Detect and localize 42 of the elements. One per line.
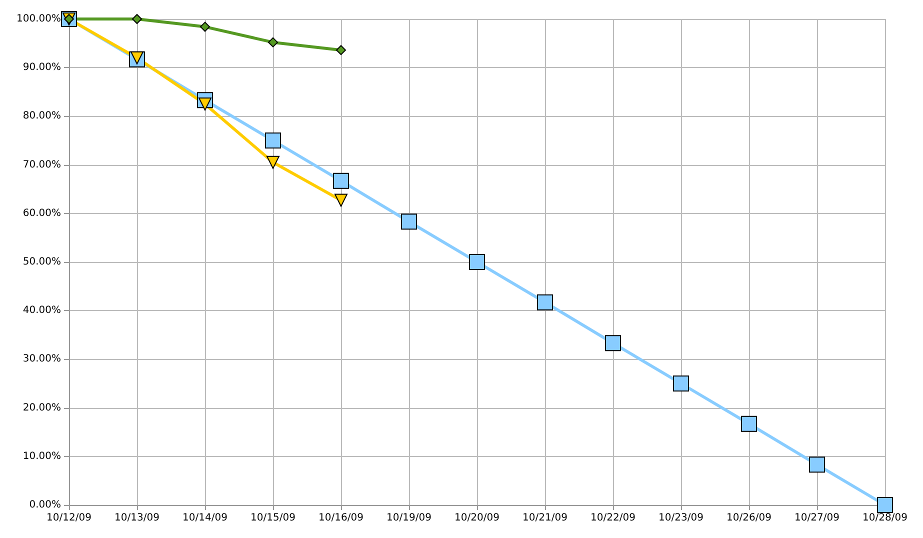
- y-tick-label: 0.00%: [29, 500, 61, 510]
- point: [537, 294, 553, 310]
- point: [198, 98, 212, 111]
- x-tick-label: 10/15/09: [250, 512, 296, 524]
- x-tick-label: 10/26/09: [726, 512, 772, 524]
- y-tick-label: 40.00%: [22, 305, 61, 316]
- y-tick-label: 60.00%: [22, 208, 61, 219]
- x-tick-label: 10/23/09: [658, 512, 704, 524]
- x-tick-label: 10/16/09: [318, 512, 364, 524]
- point: [130, 51, 144, 64]
- x-tick-label: 10/28/09: [862, 512, 908, 524]
- point: [469, 254, 485, 270]
- x-tick-label: 10/19/09: [386, 512, 432, 524]
- x-tick-label: 10/27/09: [794, 512, 840, 524]
- point: [266, 156, 280, 169]
- y-tick-label: 90.00%: [22, 62, 61, 74]
- x-tick-label: 10/21/09: [522, 512, 568, 524]
- point: [809, 456, 825, 473]
- y-tick-label: 70.00%: [22, 159, 61, 170]
- point: [741, 416, 757, 432]
- point: [401, 214, 417, 230]
- x-tick-label: 10/22/09: [590, 512, 636, 524]
- point: [336, 45, 346, 56]
- y-tick-label: 100.00%: [16, 14, 61, 24]
- x-tick-label: 10/12/09: [46, 512, 92, 524]
- x-tick-label: 10/14/09: [182, 512, 228, 524]
- y-tick-label: 30.00%: [22, 354, 61, 365]
- point: [333, 172, 349, 189]
- y-tick-label: 20.00%: [22, 402, 61, 414]
- y-tick-label: 50.00%: [22, 256, 61, 268]
- point: [265, 132, 281, 148]
- point: [132, 14, 142, 24]
- y-tick-label: 10.00%: [22, 450, 61, 462]
- point: [605, 335, 621, 352]
- y-tick-label: 80.00%: [22, 110, 61, 122]
- point: [877, 497, 893, 513]
- x-tick-label: 10/20/09: [454, 512, 500, 524]
- point: [334, 194, 348, 207]
- point: [673, 376, 689, 392]
- point: [268, 37, 278, 48]
- point: [200, 22, 210, 32]
- x-tick-label: 10/13/09: [114, 512, 160, 524]
